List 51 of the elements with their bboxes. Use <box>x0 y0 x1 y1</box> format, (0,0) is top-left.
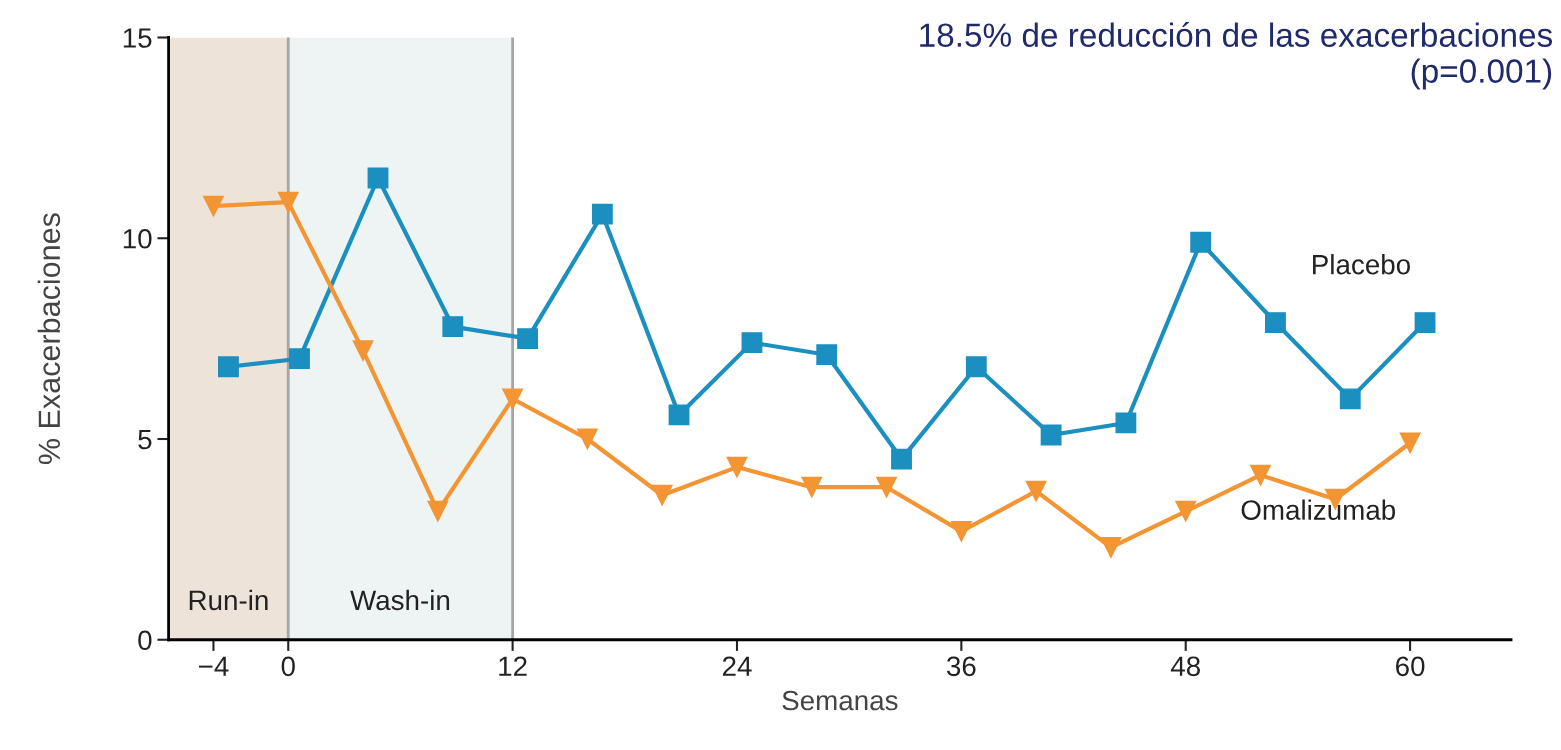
x-tick-label: 48 <box>1170 656 1200 677</box>
point <box>965 356 987 378</box>
point <box>442 316 464 337</box>
point <box>950 520 972 542</box>
point <box>1040 424 1062 446</box>
point <box>352 340 374 362</box>
point <box>651 484 673 506</box>
point <box>1190 231 1212 253</box>
point <box>289 348 310 370</box>
point <box>668 404 690 426</box>
x-tick-label: 24 <box>722 656 752 676</box>
point <box>726 456 748 478</box>
point <box>277 191 299 213</box>
point <box>367 167 389 189</box>
annotation: 18.5% de reducción de las exacerbaciones (p=0.001) <box>920 22 1553 90</box>
point <box>427 500 449 522</box>
point <box>1414 312 1436 333</box>
x-tick-label: −4 <box>199 656 229 676</box>
x-tick-label: 60 <box>1396 656 1425 677</box>
point <box>203 195 224 217</box>
point <box>1265 312 1286 333</box>
x-tick-label: 12 <box>499 656 527 676</box>
x-axis-title: Semanas <box>782 690 898 711</box>
point <box>816 344 838 366</box>
point <box>591 203 613 225</box>
point <box>218 356 239 378</box>
point <box>1339 388 1361 410</box>
series-label: Omalizumab <box>1241 499 1396 520</box>
point <box>1025 480 1047 502</box>
point <box>801 476 823 498</box>
point <box>891 448 912 470</box>
point <box>1115 412 1137 434</box>
point <box>1399 432 1421 454</box>
y-tick-label: 0 <box>138 630 152 651</box>
x-tick-label: 36 <box>946 656 976 677</box>
band-label: Run-in <box>189 589 268 611</box>
series-label: Placebo <box>1313 254 1410 275</box>
point <box>1175 500 1197 522</box>
x-tick-label: 0 <box>281 656 295 677</box>
point <box>576 428 598 450</box>
point <box>502 388 524 410</box>
band-label: Wash-in <box>350 589 450 611</box>
y-axis-title: % Exacerbaciones <box>37 213 61 465</box>
y-tick-label: 10 <box>123 228 152 249</box>
y-tick-label: 5 <box>138 429 152 450</box>
y-tick-label: 15 <box>123 28 152 48</box>
point <box>1250 464 1271 486</box>
point <box>876 476 897 498</box>
point <box>517 328 538 350</box>
point <box>741 332 763 354</box>
point <box>1100 536 1122 558</box>
